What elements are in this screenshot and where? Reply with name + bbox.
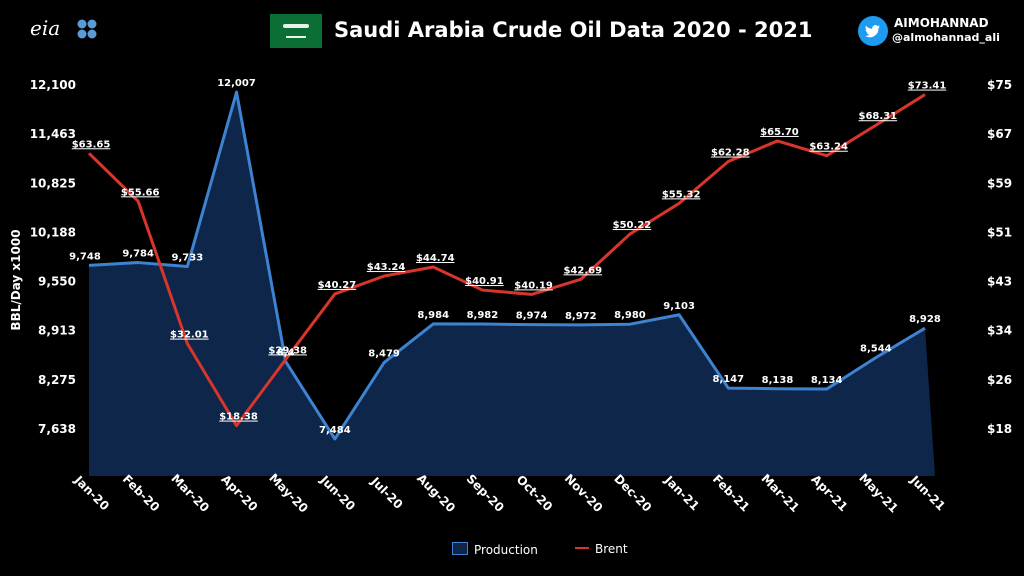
x-axis-tick-label: Feb-21 — [710, 472, 753, 515]
legend-label-brent: Brent — [595, 542, 628, 556]
brent-data-label: $63.24 — [809, 142, 848, 153]
production-data-label: 8,928 — [909, 314, 941, 325]
brent-data-label: $29.38 — [268, 345, 307, 356]
brent-data-label: $40.19 — [514, 280, 553, 291]
production-data-label: 12,007 — [217, 78, 256, 89]
left-axis-tick-label: 10,188 — [30, 225, 76, 239]
left-axis-tick-label: 10,825 — [30, 176, 76, 190]
brent-data-label: $50.22 — [613, 220, 652, 231]
right-axis-tick-label: $26 — [987, 373, 1012, 387]
production-data-label: 8,980 — [614, 310, 646, 321]
y-axis-title: BBL/Day x1000 — [9, 229, 23, 330]
production-data-label: 8,974 — [516, 311, 548, 322]
x-axis-tick-label: Oct-20 — [514, 472, 556, 514]
right-axis-tick-label: $59 — [987, 176, 1012, 190]
brent-data-label: $40.27 — [318, 280, 357, 291]
production-data-label: 9,784 — [122, 249, 154, 260]
production-data-label: 8,147 — [712, 374, 744, 385]
right-axis-tick-label: $43 — [987, 275, 1012, 289]
production-data-label: 8,138 — [762, 375, 794, 386]
brent-data-label: $63.65 — [72, 139, 111, 150]
production-data-label: 8,479 — [368, 349, 400, 360]
legend-item-brent: Brent — [575, 542, 628, 556]
x-axis-tick-label: Jun-20 — [317, 472, 358, 513]
brent-data-label: $32.01 — [170, 330, 209, 341]
production-data-label: 8,544 — [860, 344, 892, 355]
x-axis-tick-label: Jun-21 — [907, 472, 948, 513]
x-axis-tick-label: May-20 — [266, 471, 311, 516]
chart-title: Saudi Arabia Crude Oil Data 2020 - 2021 — [334, 18, 813, 42]
production-data-label: 8,982 — [467, 310, 499, 321]
production-line — [88, 90, 926, 441]
production-data-label: 8,134 — [811, 375, 843, 386]
header: eia Saudi Arabia Crude Oil Data 2020 - 2… — [0, 0, 1024, 64]
twitter-bird-icon — [858, 16, 888, 46]
brent-data-label: $40.91 — [465, 276, 504, 287]
x-axis-tick-label: Jan-21 — [661, 472, 702, 513]
left-axis-tick-label: 7,638 — [38, 422, 76, 436]
right-axis-tick-label: $18 — [987, 422, 1012, 436]
opec-logo — [77, 19, 97, 39]
x-axis-tick-label: Mar-21 — [759, 471, 803, 515]
left-axis-tick-label: 9,550 — [38, 275, 76, 289]
production-data-label: 9,103 — [663, 301, 695, 312]
author-handle: @almohannad_ali — [892, 31, 1000, 44]
left-axis-tick-label: 12,100 — [30, 78, 76, 92]
x-axis-tick-label: Apr-20 — [218, 472, 260, 514]
production-data-label: 7,484 — [319, 425, 351, 436]
x-axis-tick-label: Dec-20 — [611, 472, 654, 515]
x-axis-tick-label: Feb-20 — [120, 472, 163, 515]
legend-item-production: Production — [452, 542, 538, 557]
legend-label-production: Production — [474, 543, 538, 557]
brent-data-label: $43.24 — [367, 262, 406, 273]
brent-data-label: $65.70 — [760, 127, 799, 138]
production-data-label: 8,984 — [417, 310, 449, 321]
production-data-label: 8,4 — [277, 348, 295, 359]
brent-data-label: $62.28 — [711, 148, 750, 159]
legend-swatch-brent — [575, 547, 589, 549]
brent-data-label: $73.41 — [908, 81, 947, 92]
x-axis-tick-label: Mar-20 — [168, 471, 212, 515]
x-axis-tick-label: Aug-20 — [414, 471, 458, 515]
saudi-flag-icon — [270, 14, 322, 48]
right-axis-tick-label: $34 — [987, 324, 1012, 338]
brent-data-label: $55.32 — [662, 189, 701, 200]
left-axis-tick-label: 8,913 — [38, 324, 76, 338]
production-data-label: 8,972 — [565, 311, 597, 322]
eia-logo: eia — [30, 16, 61, 40]
left-axis-tick-label: 11,463 — [30, 127, 76, 141]
brent-data-label: $42.69 — [563, 265, 602, 276]
brent-data-label: $44.74 — [416, 253, 455, 264]
brent-data-label: $68.31 — [859, 111, 898, 122]
author-name: AIMOHANNAD — [894, 16, 989, 30]
x-axis-tick-label: Nov-20 — [562, 471, 606, 515]
brent-data-label: $55.66 — [121, 187, 160, 198]
x-axis-tick-label: Sep-20 — [464, 472, 507, 515]
x-axis-tick-label: May-21 — [856, 471, 901, 516]
brent-line — [87, 93, 926, 428]
x-axis-tick-label: Jan-20 — [71, 472, 112, 513]
legend: Production Brent — [0, 542, 1024, 562]
right-axis-tick-label: $67 — [987, 127, 1012, 141]
right-axis-tick-label: $51 — [987, 225, 1012, 239]
production-data-label: 9,748 — [69, 251, 101, 262]
production-data-label: 9,733 — [172, 252, 204, 263]
right-axis-tick-label: $75 — [987, 78, 1012, 92]
production-area — [89, 92, 935, 476]
brent-data-label: $18.38 — [219, 412, 258, 423]
x-axis-tick-label: Jul-20 — [368, 474, 406, 512]
left-axis-tick-label: 8,275 — [38, 373, 76, 387]
legend-swatch-production — [452, 542, 468, 555]
x-axis-tick-label: Apr-21 — [808, 472, 850, 514]
